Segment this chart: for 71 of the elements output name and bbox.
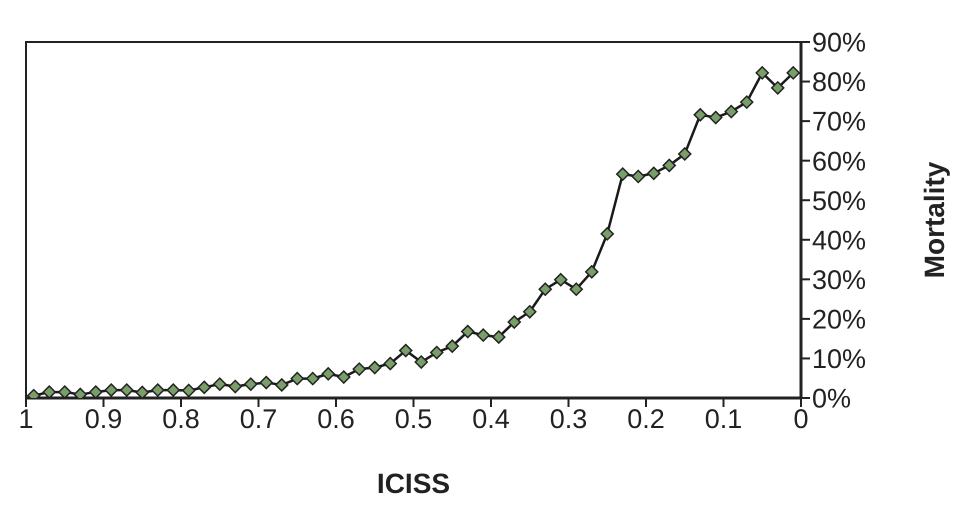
x-tick-label: 0.9	[84, 404, 122, 434]
point	[554, 272, 568, 286]
point	[182, 384, 196, 398]
x-tick-label: 1	[18, 404, 34, 434]
point	[290, 372, 304, 386]
point	[104, 383, 118, 397]
point	[306, 372, 320, 386]
point	[740, 95, 754, 109]
point	[662, 158, 676, 172]
point	[430, 346, 444, 360]
point	[213, 377, 226, 391]
x-tick-label: 0.2	[627, 404, 665, 434]
point	[756, 66, 769, 80]
point	[399, 344, 412, 358]
point	[600, 227, 614, 241]
y-tick-label: 20%	[812, 304, 866, 334]
point	[724, 104, 738, 118]
point	[352, 362, 366, 376]
x-tick-label: 0.7	[240, 404, 278, 434]
point	[585, 265, 598, 279]
y-tick-label: 70%	[812, 106, 866, 137]
point	[709, 110, 722, 124]
point	[508, 315, 521, 329]
point	[414, 355, 428, 369]
y-tick-label: 40%	[812, 225, 866, 256]
point	[228, 380, 242, 394]
x-tick-label: 0.8	[162, 404, 200, 434]
x-tick-label: 0.3	[550, 404, 588, 434]
point	[384, 356, 397, 370]
point	[368, 360, 382, 374]
point	[678, 147, 692, 161]
point	[166, 383, 180, 397]
point	[151, 383, 164, 397]
point	[275, 378, 288, 392]
point	[42, 385, 56, 398]
y-axis-title: Mortality	[918, 161, 950, 278]
point	[120, 383, 134, 397]
x-tick-label: 0.5	[394, 404, 432, 434]
point	[786, 66, 800, 80]
y-tick-label: 30%	[812, 264, 866, 295]
point	[244, 377, 258, 391]
x-axis-title: ICISS	[376, 468, 450, 499]
point	[632, 170, 645, 184]
y-tick-label: 90%	[812, 28, 866, 58]
point	[570, 282, 583, 296]
x-tick-label: 0.1	[704, 404, 742, 434]
y-tick-label: 80%	[812, 67, 866, 98]
point	[523, 305, 536, 319]
point	[616, 167, 630, 181]
point	[492, 330, 506, 344]
point	[461, 324, 474, 338]
y-tick-label: 60%	[812, 146, 866, 176]
point	[136, 386, 149, 398]
point	[647, 166, 660, 180]
point	[260, 376, 273, 390]
x-tick-label: 0.6	[317, 404, 355, 434]
point	[446, 339, 459, 353]
point	[89, 385, 102, 398]
x-tick-label: 0	[793, 404, 809, 434]
point	[337, 370, 350, 384]
y-tick-label: 0%	[812, 384, 852, 414]
x-tick-label: 0.4	[472, 404, 510, 434]
y-tick-label: 50%	[812, 186, 866, 216]
point	[538, 282, 552, 296]
y-tick-label: 10%	[812, 344, 866, 374]
point	[771, 81, 784, 95]
point	[58, 385, 72, 398]
point	[694, 108, 707, 122]
point	[476, 328, 490, 342]
point	[322, 367, 335, 381]
point	[198, 380, 211, 394]
